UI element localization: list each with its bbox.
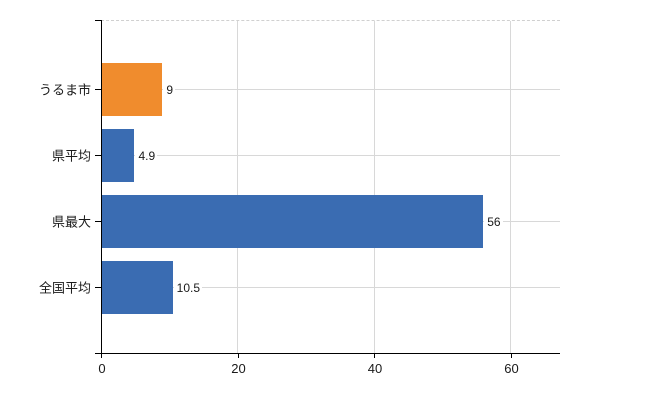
value-label: 4.9 <box>135 148 158 163</box>
y-axis-line <box>101 20 102 358</box>
x-axis-tick <box>101 353 102 358</box>
category-label: 県最大 <box>51 214 91 229</box>
vertical-gridline <box>373 21 375 353</box>
horizontal-gridline <box>101 89 560 90</box>
bar-うるま市 <box>101 62 163 116</box>
bar-県平均 <box>101 128 135 182</box>
x-axis-tick <box>237 353 239 358</box>
x-axis-tick <box>510 353 512 358</box>
x-axis-tick <box>374 353 375 358</box>
x-tick-label: 40 <box>367 361 383 376</box>
x-axis-line <box>95 353 560 354</box>
value-label: 56 <box>484 214 503 229</box>
plot-top-border <box>101 20 560 21</box>
x-tick-label: 60 <box>504 361 519 376</box>
y-axis-tick <box>95 287 101 288</box>
x-tick-label: 20 <box>231 361 246 376</box>
category-label: うるま市 <box>38 82 91 97</box>
y-axis-tick <box>95 221 101 222</box>
bar-県最大 <box>101 194 484 248</box>
horizontal-gridline <box>101 287 560 288</box>
value-label: 9 <box>163 82 176 97</box>
x-tick-label: 0 <box>98 361 106 376</box>
vertical-gridline <box>237 21 238 353</box>
y-axis-tick <box>95 155 101 156</box>
value-label: 10.5 <box>173 280 203 295</box>
vertical-gridline <box>510 21 511 353</box>
bar-全国平均 <box>101 260 173 314</box>
category-label: 全国平均 <box>38 280 91 295</box>
y-axis-tick <box>95 89 101 90</box>
horizontal-gridline <box>101 155 560 156</box>
category-label: 県平均 <box>51 148 91 163</box>
y-axis-top-tick <box>95 20 101 21</box>
